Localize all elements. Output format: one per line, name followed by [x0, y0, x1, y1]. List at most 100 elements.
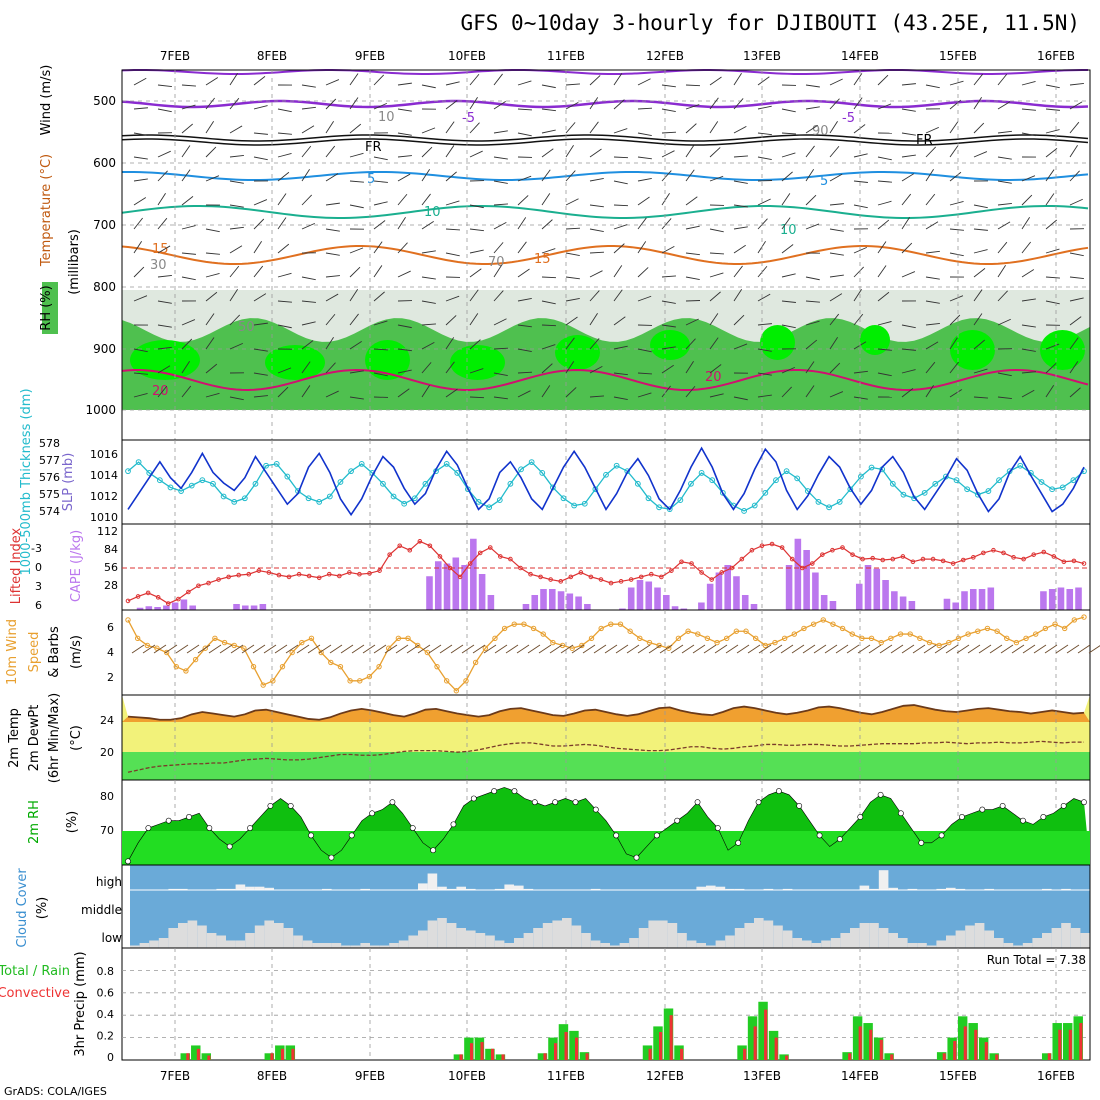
lifted-point — [628, 577, 634, 582]
wind10m-barb — [329, 644, 343, 654]
wind-barb — [517, 324, 532, 328]
wind10m-barb — [813, 644, 827, 654]
wind-barb — [853, 97, 863, 110]
wind-barb — [421, 193, 431, 206]
cape-bar — [1075, 587, 1082, 610]
wind-barb — [493, 73, 503, 86]
legend-wind: Wind (m/s) — [39, 65, 54, 136]
cloud-low-bar — [715, 940, 726, 948]
contour-label: 20 — [705, 370, 722, 385]
wind10m-barb — [791, 644, 805, 654]
wind-barb — [541, 344, 556, 350]
wind-barb — [709, 337, 719, 350]
wind-barb — [1069, 387, 1081, 398]
cloud-low-bar — [936, 940, 946, 948]
wind10m-barb — [582, 644, 596, 654]
contour-label: 20 — [152, 384, 169, 399]
wind-barb — [853, 313, 864, 326]
wind-barb — [613, 243, 625, 254]
wind-speed-point — [695, 631, 701, 637]
wind-speed-point — [202, 645, 208, 651]
cloud-high-bar — [590, 888, 601, 890]
cloud-low-bar — [648, 920, 658, 948]
wind-barb — [637, 295, 652, 302]
wind-barb — [613, 204, 629, 207]
cloud-low-bar — [1013, 945, 1023, 948]
wind-barb — [853, 370, 868, 374]
precip-total-bar — [558, 1024, 569, 1060]
wind-speed-point — [241, 645, 247, 651]
lifted-point — [387, 552, 392, 557]
wind10m-barb — [384, 644, 398, 654]
wind-barb — [1045, 169, 1055, 182]
cloud-low-bar — [888, 933, 898, 948]
wind-barb — [613, 396, 628, 401]
wind-barb — [325, 145, 336, 158]
wind-barb — [733, 98, 744, 110]
precip-convective-bar — [291, 1048, 295, 1060]
wind-barb — [445, 361, 455, 374]
wind-barb — [229, 72, 238, 86]
wind-barb — [541, 324, 557, 327]
wind-barb — [805, 361, 815, 374]
wind-barb — [589, 270, 603, 278]
precip-total-bar — [1041, 1053, 1052, 1060]
rh-point — [755, 799, 762, 806]
cape-tick: 28 — [104, 579, 118, 592]
cape-bar — [171, 602, 179, 610]
rh-point — [572, 799, 579, 806]
wind-speed-point — [994, 628, 1000, 634]
precip-convective-bar — [879, 1039, 883, 1060]
thickness-point — [677, 497, 684, 503]
wind-barb — [589, 366, 603, 374]
cape-bar — [952, 602, 960, 610]
precip-tick: 0 — [107, 1051, 114, 1064]
lifted-point — [437, 554, 443, 559]
temp-axis-title-3: (6hr Min/Max) — [47, 693, 62, 783]
cloud-low-bar — [350, 945, 361, 948]
wind-speed-point — [270, 678, 276, 684]
wind-speed-line — [127, 616, 1085, 692]
wind-barb — [397, 82, 412, 86]
cloud-low-bar — [504, 943, 514, 948]
wind-barb — [445, 145, 455, 158]
cloud-low-bar — [638, 928, 649, 948]
wind-barb — [829, 120, 838, 134]
temp-above — [122, 695, 1090, 720]
precip-convective-bar — [953, 1040, 957, 1060]
wind-barb — [685, 338, 696, 350]
wind-barb — [877, 219, 890, 230]
rh-point — [796, 802, 803, 809]
wind-barb — [1045, 276, 1060, 279]
footer-credit: GrADS: COLA/IGES — [4, 1085, 107, 1098]
wind-barb — [373, 241, 383, 254]
wind-barb — [421, 341, 435, 350]
wind10m-barb — [978, 644, 992, 654]
wind-barb — [853, 124, 866, 134]
cloud-low-bar — [1070, 928, 1081, 948]
lifted-point — [216, 577, 221, 582]
wind-barb — [397, 369, 412, 374]
rh-point — [531, 799, 538, 806]
precip-convective-bar — [890, 1054, 894, 1060]
legend-total-rain: Total / Rain — [0, 964, 70, 979]
wind10m-barb — [1044, 644, 1058, 654]
wind-barb — [973, 267, 986, 278]
wind-barb — [733, 180, 748, 184]
cape-bar — [531, 595, 539, 610]
cloud-high-bar — [523, 888, 534, 890]
wind-barb — [997, 264, 1006, 278]
wind-barb — [157, 84, 172, 88]
wind-barb — [685, 145, 695, 158]
dew-bg — [122, 752, 1090, 780]
wind-barb — [877, 156, 892, 161]
wind-barb — [973, 122, 985, 134]
cloud-low-bar — [466, 930, 476, 948]
wind-barb — [925, 361, 936, 374]
wind10m-barb — [912, 644, 926, 654]
rh-point — [837, 836, 843, 843]
lifted-point — [578, 570, 584, 575]
contour-label: 15 — [152, 242, 169, 257]
wind-barb — [877, 241, 887, 254]
lifted-point — [487, 545, 493, 550]
